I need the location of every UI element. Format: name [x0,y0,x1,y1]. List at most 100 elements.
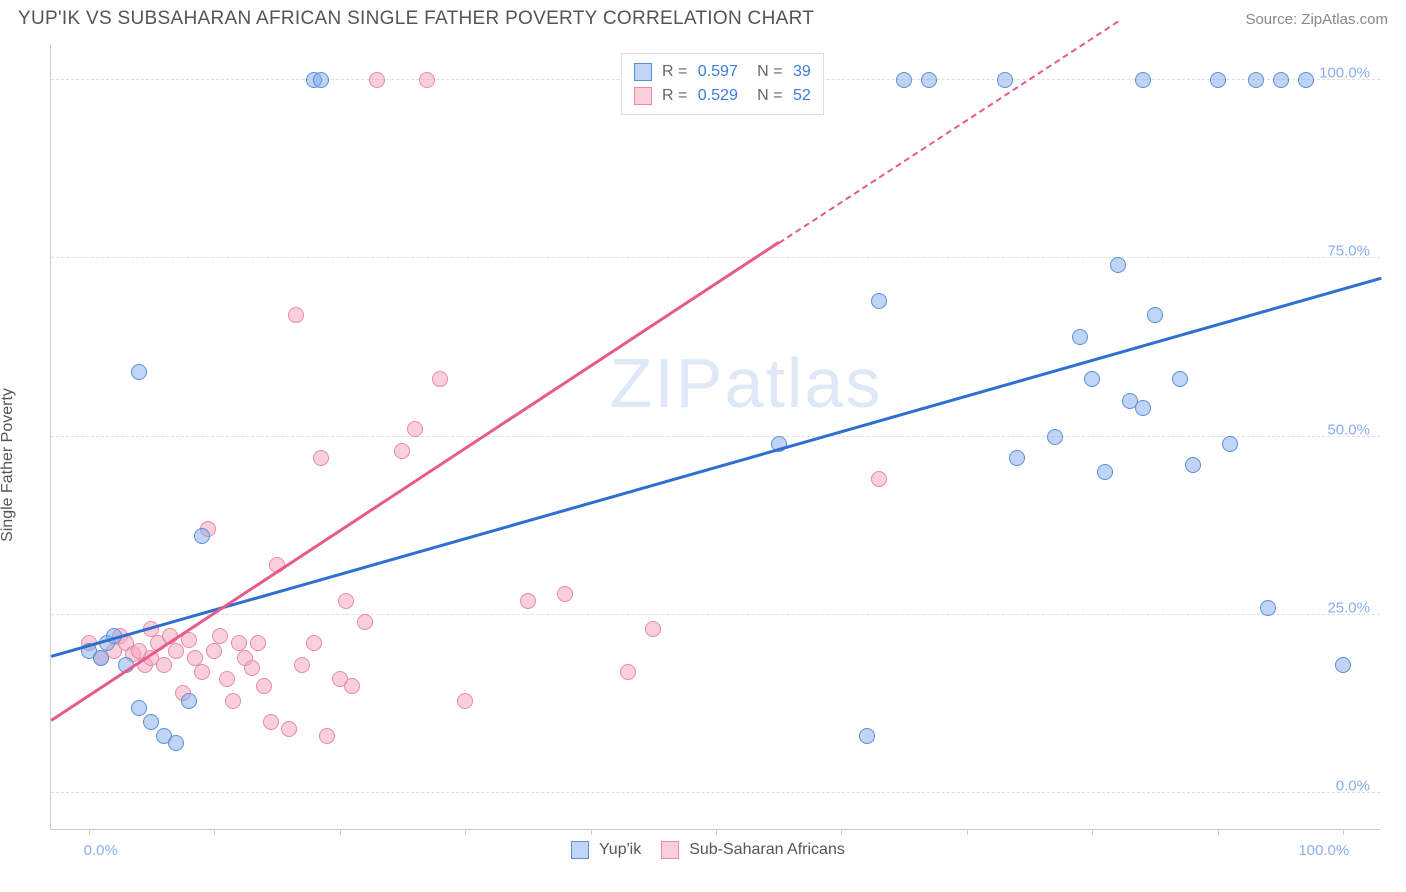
legend-series-label: Sub-Saharan Africans [689,841,845,859]
scatter-point-yupik [1072,329,1088,345]
scatter-point-ssa [256,678,272,694]
scatter-point-yupik [1185,457,1201,473]
x-tick [1218,829,1219,835]
legend-n-value: 39 [793,60,811,84]
scatter-point-ssa [294,657,310,673]
scatter-point-ssa [369,72,385,88]
trend-line [50,242,779,722]
scatter-point-ssa [407,421,423,437]
scatter-point-yupik [921,72,937,88]
legend-r-label: R = [662,84,692,108]
gridline-horizontal [51,257,1380,258]
chart-title: YUP'IK VS SUBSAHARAN AFRICAN SINGLE FATH… [18,8,814,30]
scatter-point-ssa [457,693,473,709]
legend-series-item: Yup'ik [571,841,641,859]
legend-r-value: 0.597 [698,60,738,84]
legend-stats: R = 0.597 N = 39R = 0.529 N = 52 [621,53,824,115]
x-tick [591,829,592,835]
scatter-point-yupik [1172,371,1188,387]
scatter-point-yupik [194,528,210,544]
gridline-horizontal [51,436,1380,437]
scatter-point-yupik [181,693,197,709]
scatter-point-ssa [219,671,235,687]
x-tick-label: 0.0% [84,842,118,859]
scatter-point-yupik [131,700,147,716]
legend-r-label: R = [662,60,692,84]
x-tick [214,829,215,835]
scatter-point-ssa [206,643,222,659]
scatter-point-ssa [357,614,373,630]
scatter-point-ssa [288,307,304,323]
scatter-point-ssa [194,664,210,680]
scatter-point-ssa [344,678,360,694]
scatter-point-ssa [620,664,636,680]
legend-swatch [634,63,652,81]
scatter-point-ssa [394,443,410,459]
legend-stats-row: R = 0.529 N = 52 [634,84,811,108]
watermark: ZIPatlas [610,343,883,423]
scatter-point-yupik [93,650,109,666]
scatter-point-ssa [156,657,172,673]
scatter-point-yupik [1110,257,1126,273]
scatter-point-ssa [871,471,887,487]
legend-n-label: N = [744,60,787,84]
scatter-point-ssa [557,586,573,602]
scatter-point-yupik [168,735,184,751]
trend-line-dashed [778,21,1118,244]
scatter-point-ssa [645,621,661,637]
legend-series-label: Yup'ik [599,841,641,859]
scatter-point-yupik [313,72,329,88]
trend-line [51,277,1382,658]
scatter-point-yupik [896,72,912,88]
scatter-point-ssa [520,593,536,609]
scatter-point-yupik [1210,72,1226,88]
x-tick [1092,829,1093,835]
scatter-point-yupik [143,714,159,730]
legend-swatch [571,841,589,859]
scatter-point-yupik [1009,450,1025,466]
scatter-point-yupik [1260,600,1276,616]
scatter-point-ssa [432,371,448,387]
y-axis-label: Single Father Poverty [0,388,17,542]
scatter-point-yupik [1097,464,1113,480]
x-tick [716,829,717,835]
y-tick-label: 100.0% [1319,64,1370,81]
legend-r-value: 0.529 [698,84,738,108]
legend-stats-row: R = 0.597 N = 39 [634,60,811,84]
scatter-point-yupik [1248,72,1264,88]
x-tick [841,829,842,835]
scatter-point-yupik [1047,429,1063,445]
y-tick-label: 75.0% [1327,243,1370,260]
scatter-point-yupik [1273,72,1289,88]
legend-swatch [634,87,652,105]
scatter-point-yupik [1135,72,1151,88]
scatter-point-ssa [250,635,266,651]
chart-container: Single Father Poverty 0.0%25.0%50.0%75.0… [18,45,1388,885]
scatter-point-yupik [1222,436,1238,452]
x-tick [340,829,341,835]
gridline-horizontal [51,792,1380,793]
scatter-point-yupik [1298,72,1314,88]
legend-n-label: N = [744,84,787,108]
scatter-point-yupik [997,72,1013,88]
scatter-point-yupik [131,364,147,380]
x-tick-label: 100.0% [1298,842,1349,859]
x-tick [465,829,466,835]
scatter-point-ssa [263,714,279,730]
scatter-point-ssa [306,635,322,651]
x-tick [1343,829,1344,835]
scatter-point-ssa [225,693,241,709]
legend-series-item: Sub-Saharan Africans [661,841,845,859]
scatter-point-ssa [313,450,329,466]
scatter-point-yupik [1135,400,1151,416]
y-tick-label: 50.0% [1327,421,1370,438]
y-tick-label: 0.0% [1336,778,1370,795]
scatter-point-ssa [338,593,354,609]
plot-area: 0.0%25.0%50.0%75.0%100.0%0.0%100.0%ZIPat… [50,45,1380,830]
scatter-point-yupik [871,293,887,309]
source-credit: Source: ZipAtlas.com [1245,11,1388,28]
scatter-point-yupik [1084,371,1100,387]
y-tick-label: 25.0% [1327,599,1370,616]
legend-series: Yup'ik Sub-Saharan Africans [571,841,845,859]
scatter-point-ssa [319,728,335,744]
